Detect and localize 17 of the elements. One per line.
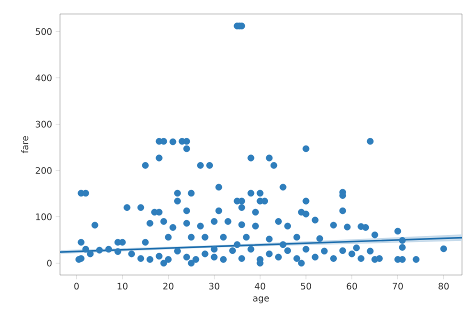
y-tick-label: 100 [36,213,52,220]
x-tick-label: 30 [209,282,220,290]
x-tick-label: 20 [163,282,174,290]
y-tick-label: 300 [36,120,52,128]
y-tick-label: 200 [36,167,52,174]
y-tick-label: 500 [36,28,52,35]
x-tick-label: 10 [118,282,128,290]
x-tick-label: 70 [392,282,403,290]
y-tick-label: 400 [36,74,52,82]
x-tick-label: 40 [254,282,266,290]
x-axis-title: age [253,296,269,304]
y-axis-title: fare [21,136,28,154]
y-tick-label: 0 [47,260,52,267]
x-tick-label: 80 [438,282,449,290]
x-tick-label: 50 [300,282,312,290]
x-tick-label: 60 [346,282,357,290]
x-tick-label: 0 [74,282,79,290]
